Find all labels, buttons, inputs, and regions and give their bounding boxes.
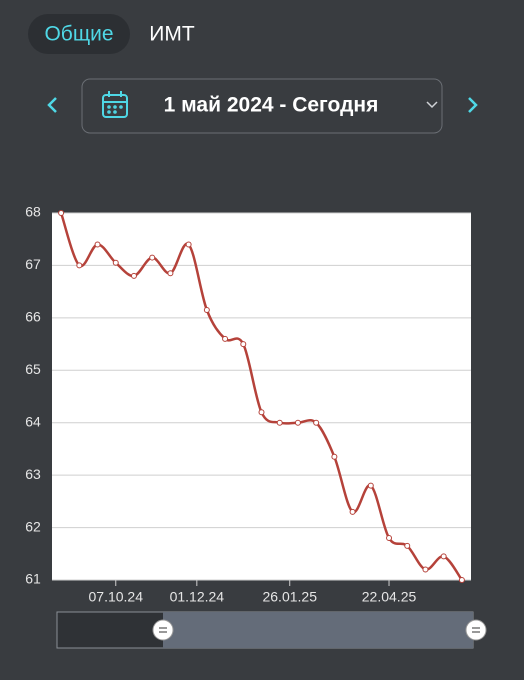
- point: [440, 553, 447, 560]
- y-tick-label: 66: [25, 309, 41, 325]
- point: [149, 254, 156, 261]
- point: [58, 210, 65, 216]
- range-handle[interactable]: [152, 619, 174, 641]
- y-tick-label: 63: [25, 466, 41, 482]
- point: [331, 453, 338, 460]
- y-tick-label: 61: [25, 571, 41, 587]
- chart: 61 62 63 64 65 66 67 68 07.10.24 01.12.24 26.01.25…: [25, 204, 471, 605]
- point: [349, 508, 356, 515]
- point: [94, 241, 101, 248]
- point: [112, 259, 119, 266]
- point: [276, 419, 283, 426]
- point: [422, 566, 429, 573]
- point: [203, 306, 210, 313]
- point: [313, 419, 320, 426]
- date-range[interactable]: 1 май 2024 - Сегодня: [164, 94, 379, 117]
- next-button[interactable]: [468, 97, 478, 113]
- point: [404, 542, 411, 549]
- tab[interactable]: Общие: [44, 23, 113, 46]
- point: [367, 482, 374, 489]
- point: [258, 409, 265, 416]
- point: [167, 270, 174, 277]
- date-selector[interactable]: [81, 78, 443, 134]
- x-tick-label: 26.01.25: [262, 589, 317, 605]
- point: [185, 241, 192, 248]
- y-tick-label: 62: [25, 518, 41, 534]
- y-tick-label: 67: [25, 256, 41, 272]
- point: [386, 535, 393, 542]
- plot-area: [52, 213, 471, 580]
- x-tick-label: 22.04.25: [362, 589, 417, 605]
- point: [294, 419, 301, 426]
- calendar-icon: [102, 91, 128, 118]
- y-tick-label: 68: [25, 204, 41, 220]
- dropdown-arrow: [426, 101, 438, 109]
- y-tick-label: 64: [25, 413, 41, 429]
- prev-button[interactable]: [47, 97, 57, 113]
- tab[interactable]: ИМТ: [149, 23, 195, 46]
- point: [222, 335, 229, 342]
- point: [458, 577, 465, 583]
- point: [130, 272, 137, 279]
- tab-active-bg[interactable]: [28, 14, 130, 54]
- x-tick-label: 01.12.24: [170, 589, 225, 605]
- y-tick-label: 65: [25, 361, 41, 377]
- range-selection[interactable]: [163, 612, 473, 648]
- point: [240, 341, 247, 348]
- point: [76, 262, 83, 269]
- range-handle[interactable]: [465, 619, 487, 641]
- x-tick-label: 07.10.24: [89, 589, 144, 605]
